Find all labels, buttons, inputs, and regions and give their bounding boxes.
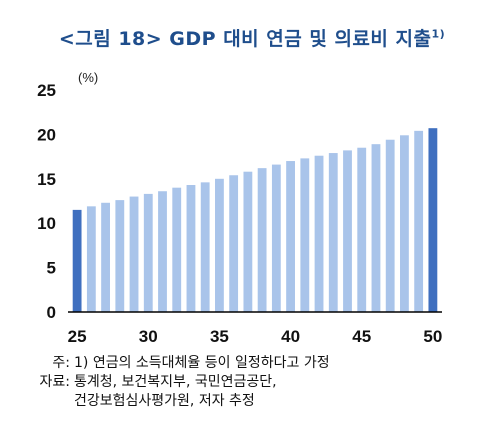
bar-47 xyxy=(385,139,395,312)
y-tick-label: 10 xyxy=(37,214,56,233)
note-text: 1) 연금의 소득대체율 등이 일정하다고 가정 xyxy=(74,355,330,371)
y-tick-label: 0 xyxy=(47,303,56,322)
bar-49 xyxy=(414,130,424,312)
x-tick-label: 40 xyxy=(281,327,300,346)
bar-40 xyxy=(286,161,295,312)
bar-35 xyxy=(215,178,224,312)
bar-34 xyxy=(200,182,210,312)
x-tick-label: 25 xyxy=(68,327,87,346)
note-row: 주: 1) 연금의 소득대체율 등이 일정하다고 가정 xyxy=(18,354,330,373)
bar-25 xyxy=(72,209,82,312)
bar-38 xyxy=(257,168,267,312)
y-tick-label: 15 xyxy=(37,170,56,189)
bar-28 xyxy=(115,200,125,312)
source-label: 자료: xyxy=(39,374,70,390)
bar-29 xyxy=(129,196,139,312)
bar-46 xyxy=(371,144,381,312)
bar-39 xyxy=(271,164,281,312)
bar-27 xyxy=(101,202,110,312)
bar-44 xyxy=(343,150,352,312)
source-line-2: 건강보험심사평가원, 저자 추정 xyxy=(74,393,255,409)
bar-45 xyxy=(357,147,367,312)
note-label: 주: xyxy=(52,355,70,371)
y-tick-label: 20 xyxy=(37,125,56,144)
bar-48 xyxy=(400,135,409,312)
chart-notes: 주: 1) 연금의 소득대체율 등이 일정하다고 가정 자료: 통계청, 보건복… xyxy=(18,354,330,411)
bar-31 xyxy=(158,191,167,312)
bar-37 xyxy=(243,171,253,312)
bar-32 xyxy=(172,187,182,312)
chart-title-text: <그림 18> GDP 대비 연금 및 의료비 지출 xyxy=(58,28,432,50)
x-tick-label: 35 xyxy=(210,327,229,346)
title-footnote-mark: 1) xyxy=(431,27,446,41)
y-unit-label: (%) xyxy=(78,70,98,85)
y-tick-label: 5 xyxy=(47,259,56,278)
bar-36 xyxy=(229,175,239,312)
x-tick-label: 45 xyxy=(352,327,371,346)
x-tick-label: 30 xyxy=(139,327,158,346)
bar-50 xyxy=(428,128,438,312)
source-row: 자료: 통계청, 보건복지부, 국민연금공단, xyxy=(18,373,330,392)
bar-30 xyxy=(143,193,153,312)
source-line-1: 통계청, 보건복지부, 국민연금공단, xyxy=(74,374,277,390)
bar-42 xyxy=(314,155,324,312)
bar-33 xyxy=(186,185,196,312)
y-tick-label: 25 xyxy=(37,81,56,100)
bar-43 xyxy=(328,153,338,312)
bar-26 xyxy=(86,206,96,312)
chart-title: <그림 18> GDP 대비 연금 및 의료비 지출1) xyxy=(0,24,504,51)
x-tick-label: 50 xyxy=(423,327,442,346)
bar-41 xyxy=(300,158,310,312)
